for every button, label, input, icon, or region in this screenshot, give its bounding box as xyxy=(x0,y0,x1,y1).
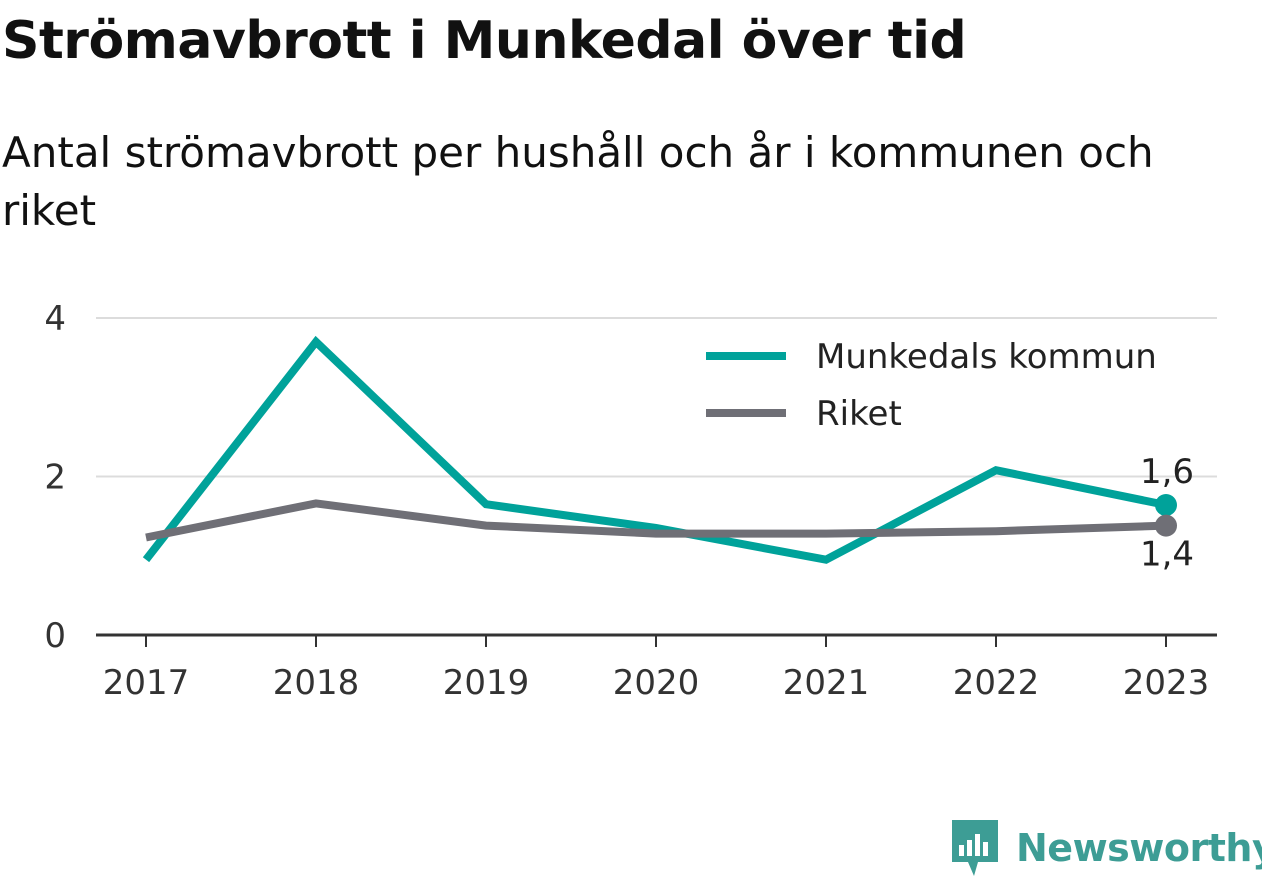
legend-label-1: Riket xyxy=(816,394,902,434)
x-tick-label: 2018 xyxy=(273,663,360,703)
x-tick-label: 2017 xyxy=(103,663,190,703)
brand-name: Newsworthy xyxy=(1016,826,1262,870)
end-label-0: 1,6 xyxy=(1140,452,1194,492)
chart-title: Strömavbrott i Munkedal över tid xyxy=(2,11,967,71)
x-axis: 2017 2018 2019 2020 2021 2022 2023 xyxy=(96,633,1217,703)
end-marker-1 xyxy=(1155,514,1177,537)
y-axis: 0 2 4 xyxy=(44,299,66,656)
x-tick-label: 2019 xyxy=(443,663,530,703)
series-lines: 1,6 1,4 xyxy=(142,335,1194,575)
end-marker-0 xyxy=(1155,494,1177,517)
x-tick-label: 2020 xyxy=(613,663,700,703)
legend: Munkedals kommun Riket xyxy=(706,337,1157,434)
y-tick-label: 4 xyxy=(44,299,66,339)
chart-subtitle: Antal strömavbrott per hushåll och år i … xyxy=(2,128,1154,235)
x-tick-label: 2022 xyxy=(953,663,1040,703)
end-label-1: 1,4 xyxy=(1140,535,1194,575)
y-tick-label: 2 xyxy=(44,458,66,498)
x-tick-label: 2021 xyxy=(783,663,870,703)
line-chart: 024 2017 2018 2019 2020 2021 2022 2023 1,61,4 … xyxy=(44,299,1217,703)
newsworthy-logo-icon xyxy=(952,820,998,876)
x-tick-label: 2023 xyxy=(1123,663,1210,703)
series-line-0 xyxy=(142,335,1167,564)
legend-label-0: Munkedals kommun xyxy=(816,337,1157,377)
series-line-1 xyxy=(145,499,1167,542)
newsworthy-logo: Newsworthy xyxy=(950,818,1262,878)
y-tick-label: 0 xyxy=(44,616,66,656)
